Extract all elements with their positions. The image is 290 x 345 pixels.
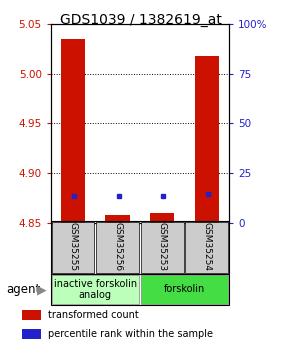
Bar [105,215,130,223]
Text: GDS1039 / 1382619_at: GDS1039 / 1382619_at [60,13,222,27]
Text: agent: agent [6,283,40,296]
Text: GSM35254: GSM35254 [202,223,211,272]
Bar [22,329,41,339]
Bar [185,222,228,273]
Text: transformed count: transformed count [48,310,139,320]
Text: ▶: ▶ [37,283,47,296]
Text: GSM35256: GSM35256 [113,223,122,272]
Text: forskolin: forskolin [164,285,205,294]
Bar [195,56,219,223]
Bar [52,275,139,304]
Bar [61,39,85,223]
Bar [141,222,184,273]
Text: GSM35253: GSM35253 [158,223,167,272]
Bar [150,213,175,223]
Bar [22,310,41,320]
Bar [141,275,228,304]
Bar [96,222,139,273]
Text: GSM35255: GSM35255 [68,223,77,272]
Text: percentile rank within the sample: percentile rank within the sample [48,329,213,339]
Bar [52,222,95,273]
Text: inactive forskolin
analog: inactive forskolin analog [54,279,137,300]
